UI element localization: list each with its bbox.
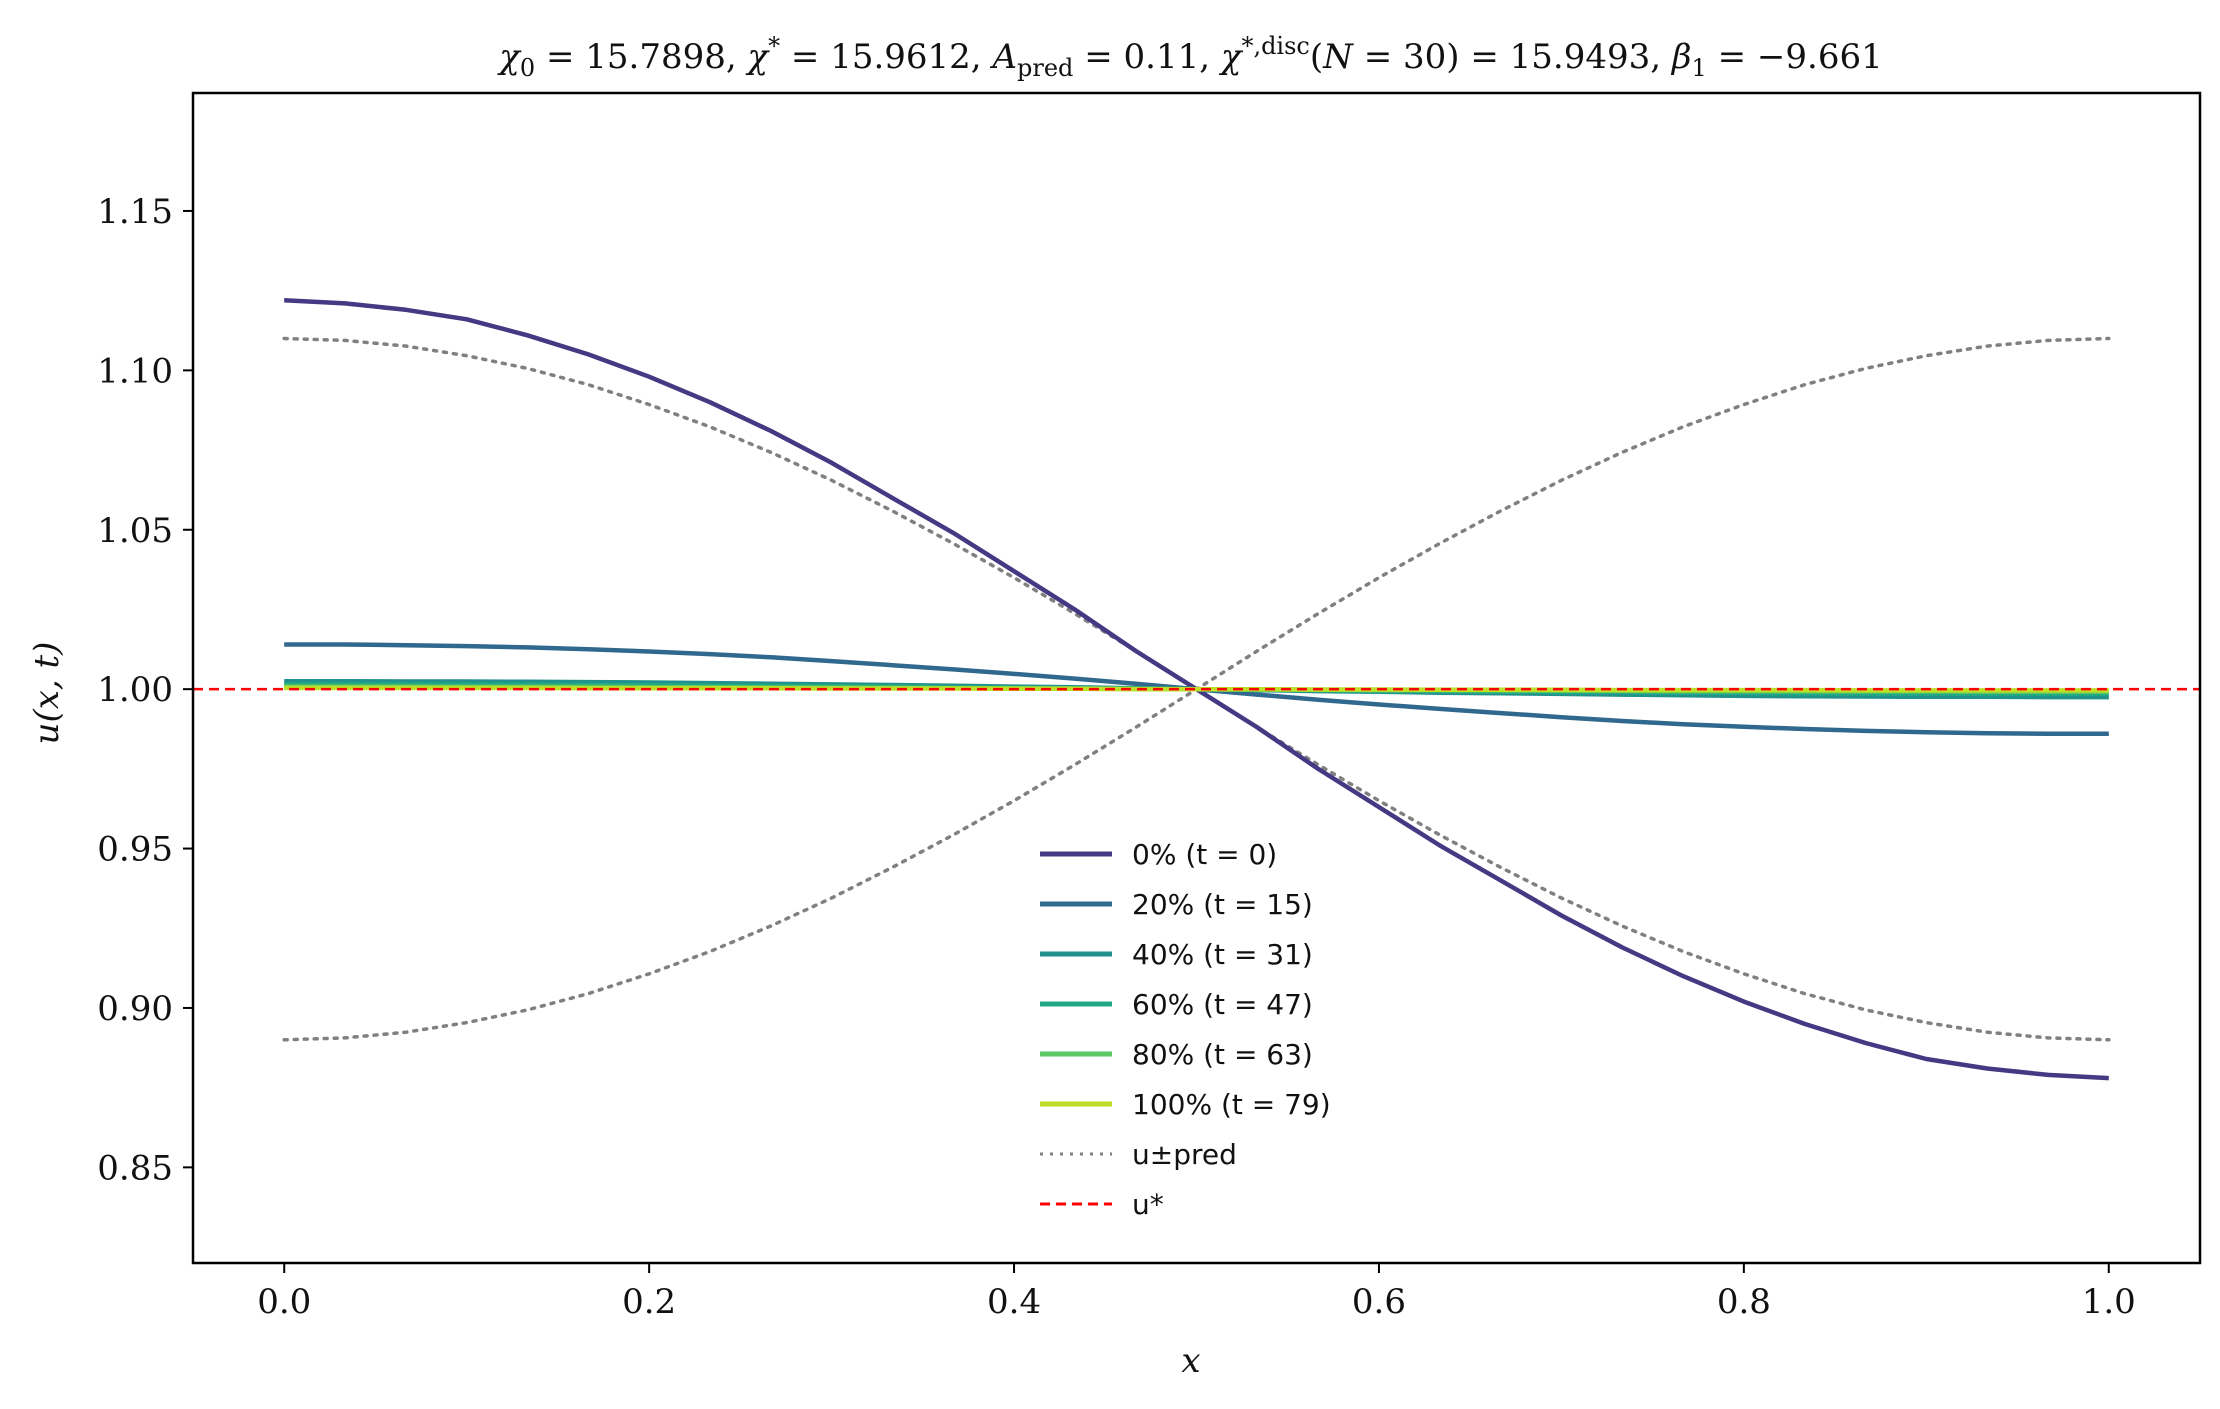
y-tick-label: 0.90 bbox=[97, 989, 173, 1029]
axes: 0.0 0.2 0.4 0.6 0.8 1.0 0.85 0.90 0.95 1.00 1.05 1.… bbox=[97, 91, 2202, 1322]
legend: 0% (t = 0) 20% (t = 15) 40% (t = 31) 60% (t… bbox=[1040, 838, 1331, 1221]
y-tick-label: 0.95 bbox=[97, 830, 173, 870]
legend-item-1: 20% (t = 15) bbox=[1040, 888, 1313, 921]
legend-item-3: 60% (t = 47) bbox=[1040, 988, 1313, 1021]
x-tick-label: 0.0 bbox=[257, 1282, 311, 1322]
legend-label: 20% (t = 15) bbox=[1132, 888, 1313, 921]
y-axis-label: u(x, t) bbox=[27, 642, 67, 745]
legend-label: 0% (t = 0) bbox=[1132, 838, 1277, 871]
y-tick-label: 1.10 bbox=[97, 351, 173, 391]
plot-series-group bbox=[193, 297, 2200, 1081]
chart-title: χ0 = 15.7898, χ* = 15.9612, Apred = 0.11… bbox=[497, 32, 1882, 82]
legend-item-2: 40% (t = 31) bbox=[1040, 938, 1313, 971]
legend-item-6: u±pred bbox=[1040, 1138, 1237, 1171]
y-tick-label: 1.05 bbox=[97, 511, 173, 551]
legend-item-5: 100% (t = 79) bbox=[1040, 1088, 1331, 1121]
y-tick-label: 1.00 bbox=[97, 670, 173, 710]
legend-label: u* bbox=[1132, 1188, 1164, 1221]
legend-item-0: 0% (t = 0) bbox=[1040, 838, 1277, 871]
legend-item-4: 80% (t = 63) bbox=[1040, 1038, 1313, 1071]
legend-item-7: u* bbox=[1040, 1188, 1164, 1221]
legend-label: 40% (t = 31) bbox=[1132, 938, 1313, 971]
y-tick-label: 1.15 bbox=[97, 192, 173, 232]
series-line-5 bbox=[284, 685, 2109, 693]
plot-frame bbox=[191, 91, 2202, 1265]
plot-area bbox=[193, 297, 2200, 1081]
x-tick-label: 1.0 bbox=[2082, 1282, 2136, 1322]
x-tick-label: 0.2 bbox=[622, 1282, 676, 1322]
x-tick-label: 0.6 bbox=[1352, 1282, 1406, 1322]
x-axis-label: x bbox=[1181, 1341, 1200, 1381]
x-tick-label: 0.8 bbox=[1717, 1282, 1771, 1322]
legend-label: 60% (t = 47) bbox=[1132, 988, 1313, 1021]
legend-label: 80% (t = 63) bbox=[1132, 1038, 1313, 1071]
legend-label: 100% (t = 79) bbox=[1132, 1088, 1331, 1121]
y-tick-label: 0.85 bbox=[97, 1148, 173, 1188]
x-tick-label: 0.4 bbox=[987, 1282, 1041, 1322]
legend-label: u±pred bbox=[1132, 1138, 1237, 1171]
